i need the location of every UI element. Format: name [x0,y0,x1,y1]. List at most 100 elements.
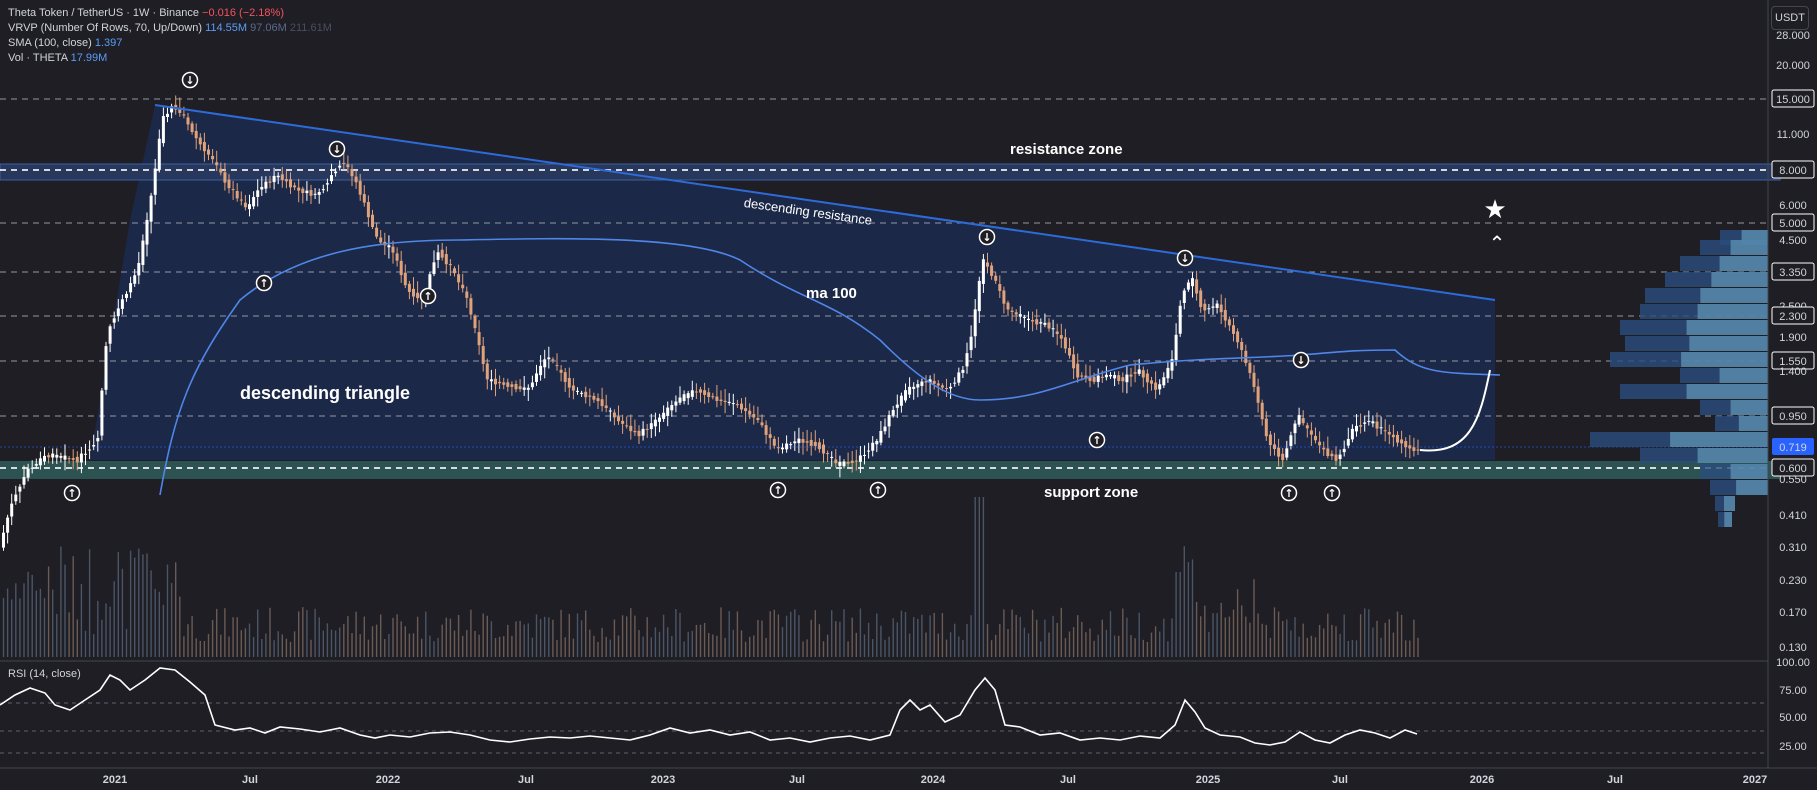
price-label-box [1771,458,1815,477]
candle-body [26,468,30,478]
candle-body [826,453,830,455]
candle-body [674,401,678,406]
candle-body [887,414,891,427]
rsi-axis[interactable]: 100.00 75.00 50.00 25.00 [1776,657,1810,753]
candle-body [231,189,235,191]
sma-value: 1.397 [94,37,123,49]
candle-body [740,403,743,410]
price-label-box [1771,262,1815,281]
candle-body [178,107,182,113]
candle-body [567,378,571,388]
candle-body [1236,331,1240,343]
candle-body [416,292,420,299]
candle-body [1252,372,1256,387]
price-tick: 5.000 [1779,218,1807,230]
candle-body [908,386,912,395]
candle-body [1400,439,1404,444]
price-tick: 0.310 [1779,542,1807,554]
candle-body [772,438,776,446]
candle-body [1293,423,1297,434]
price-tick: 1.550 [1779,356,1807,368]
candle-body [883,426,887,432]
candle-body [403,272,407,286]
candle-body [641,428,645,436]
candle-body [481,346,485,364]
currency-button[interactable]: USDT [1771,6,1809,30]
candle-body [1191,278,1194,287]
candle-body [387,245,391,248]
candle-body [1219,304,1223,313]
price-tick: 1.900 [1779,332,1807,344]
profile-row-up [1700,288,1768,303]
candle-body [592,395,596,400]
candle-body [1408,445,1412,449]
symbol-title[interactable]: Theta Token / TetherUS · 1W · Binance [8,7,199,19]
candle-body [1346,438,1350,446]
price-tick: 28.000 [1776,30,1810,42]
candle-body [346,164,350,168]
candle-body [248,204,251,210]
candle-body [653,419,657,427]
candle-body [789,444,793,446]
candle-body [1104,374,1108,378]
candle-body [432,262,436,274]
candle-body [1314,435,1317,441]
profile-row-up [1724,512,1732,527]
candle-body [407,283,411,292]
rsi-levels [0,702,1768,754]
time-axis[interactable]: 2021 Jul 2022 Jul 2023 Jul 2024 Jul 2025 Jul 2026 J… [103,774,1767,786]
profile-row-up [1738,416,1768,431]
time-label: Jul [1060,774,1076,786]
sma-label[interactable]: SMA (100, close) [8,37,92,49]
volume-label[interactable]: Vol · THETA [8,52,68,64]
marker-arrow-icon: ↓ [982,231,991,244]
candle-body [428,274,432,290]
candle-body [1338,454,1342,460]
candle-body [662,412,666,419]
candle-body [670,404,674,411]
sma-100-line [159,237,1501,496]
vrvp-label[interactable]: VRVP (Number Of Rows, 70, Up/Down) [8,22,202,34]
candle-body [838,461,842,466]
ma100-label: ma 100 [806,285,857,302]
candle-body [358,180,362,195]
candle-body [88,449,92,451]
candle-body [22,477,26,485]
candle-body [436,252,440,260]
candle-body [1322,447,1326,450]
candle-body [157,138,161,170]
price-tick: 0.550 [1779,474,1807,486]
candle-body [502,382,506,385]
marker-arrow-icon: ↑ [773,484,782,497]
candle-body [1309,430,1313,435]
candle-body [1297,415,1301,425]
candle-body [645,428,649,430]
candle-body [84,453,87,455]
candle-body [604,405,608,409]
candle-body [822,444,825,454]
descending-resistance-line [154,104,1496,301]
candle-body [207,149,210,155]
candle-body [752,414,756,418]
rsi-legend[interactable]: RSI (14, close) [8,668,81,680]
candle-body [125,293,128,298]
price-tick: 0.950 [1779,411,1807,423]
candle-body [899,395,903,406]
vrvp-value-total: 211.61M [289,22,332,34]
candle-body [735,404,739,406]
candle-body [1002,290,1006,304]
candle-body [166,113,169,118]
candle-body [678,397,682,403]
candle-body [1182,290,1186,303]
price-axis[interactable]: 28.000 20.000 15.000 11.000 8.000 6.000 5.000 4… [1771,30,1815,654]
candle-body [1141,370,1145,378]
candle-body [153,168,157,195]
candle-body [1166,367,1170,379]
candle-body [1072,354,1076,369]
candle-body [920,381,924,386]
candle-body [969,336,973,351]
candle-body [473,316,477,329]
candle-body [1022,317,1026,319]
marker-arrow-icon: ↑ [873,484,882,497]
